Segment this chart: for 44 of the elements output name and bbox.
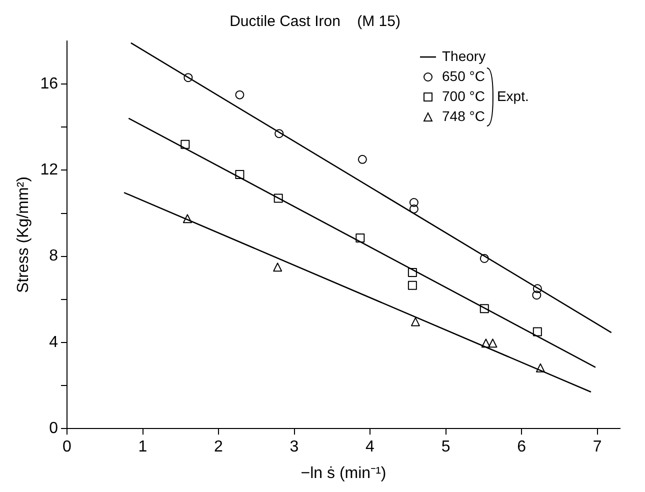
point — [532, 327, 542, 336]
point — [184, 73, 193, 82]
point — [273, 262, 282, 272]
point — [180, 140, 190, 149]
point — [274, 129, 284, 138]
point — [480, 254, 489, 263]
legend-label: 700 °C — [442, 88, 485, 104]
chart-title: Ductile Cast Iron (M 15) — [230, 13, 400, 30]
x-axis-title: −ln ṡ (min⁻¹) — [300, 464, 386, 482]
x-tick-label: 6 — [517, 438, 526, 456]
y-tick-label: 0 — [49, 420, 58, 438]
x-tick-label: 2 — [214, 438, 224, 456]
point — [536, 363, 545, 372]
point — [235, 170, 244, 180]
legend-label: 748 °C — [442, 108, 485, 124]
point — [274, 194, 283, 203]
point — [182, 214, 192, 224]
x-tick-label: 5 — [441, 438, 450, 456]
x-tick-label: 7 — [592, 438, 602, 456]
point — [409, 204, 418, 214]
legend-label: Theory — [442, 48, 486, 64]
y-axis-title: Stress (Kg/mm²) — [15, 176, 32, 294]
point — [480, 304, 489, 314]
point — [408, 280, 417, 290]
point — [358, 154, 367, 164]
y-tick-label: 4 — [49, 334, 58, 351]
x-tick-label: 0 — [62, 438, 72, 456]
x-tick-label: 4 — [366, 438, 375, 456]
point — [481, 338, 490, 348]
point — [356, 234, 365, 243]
point — [532, 284, 542, 294]
point — [235, 90, 244, 100]
y-tick-label: 16 — [40, 75, 58, 92]
x-tick-label: 1 — [138, 438, 148, 456]
point — [408, 268, 417, 277]
point — [410, 317, 420, 326]
y-tick-label: 12 — [40, 162, 58, 179]
point — [409, 198, 418, 207]
x-tick-label: 3 — [290, 438, 299, 456]
point — [488, 338, 498, 348]
point — [532, 290, 542, 300]
y-tick-label: 8 — [49, 248, 58, 265]
legend-label: 650 °C — [442, 68, 485, 84]
annotation: Expt. — [496, 88, 529, 104]
